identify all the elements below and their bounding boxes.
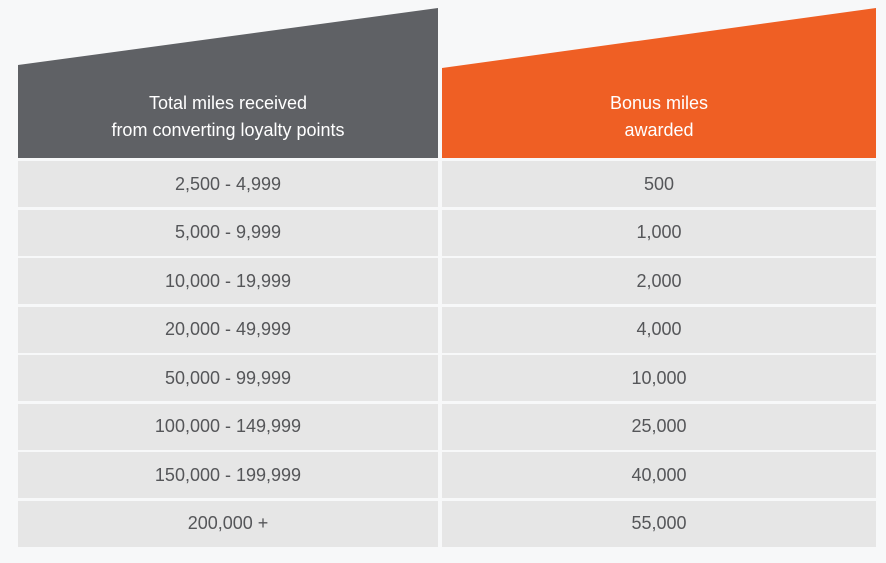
miles-range-cell: 20,000 - 49,999: [18, 306, 438, 353]
table-row: 5,000 - 9,999 1,000: [18, 209, 876, 256]
table-row: 2,500 - 4,999 500: [18, 161, 876, 207]
table-row: 200,000 + 55,000: [18, 500, 876, 547]
column-header-total-miles-line1: Total miles received: [148, 93, 308, 113]
miles-range-cell: 2,500 - 4,999: [18, 161, 438, 207]
bonus-table: 2,500 - 4,999 500 5,000 - 9,999 1,000 10…: [18, 161, 876, 549]
miles-range-cell: 150,000 - 199,999: [18, 452, 438, 498]
table-row: 20,000 - 49,999 4,000: [18, 306, 876, 353]
column-header-bonus-miles-line1: Bonus miles: [609, 93, 709, 113]
miles-range-cell: 5,000 - 9,999: [18, 209, 438, 256]
column-header-total-miles-line2: from converting loyalty points: [111, 120, 345, 140]
bonus-miles-cell: 55,000: [442, 500, 876, 547]
bonus-miles-cell: 2,000: [442, 258, 876, 304]
bonus-miles-cell: 40,000: [442, 452, 876, 498]
miles-range-cell: 10,000 - 19,999: [18, 258, 438, 304]
column-header-bonus-miles: Bonus miles awarded: [442, 90, 876, 144]
column-header-bonus-miles-line2: awarded: [624, 120, 694, 140]
bonus-miles-cell: 1,000: [442, 209, 876, 256]
table-row: 50,000 - 99,999 10,000: [18, 355, 876, 401]
bonus-miles-cell: 500: [442, 161, 876, 207]
table-row: 10,000 - 19,999 2,000: [18, 258, 876, 304]
column-header-total-miles: Total miles received from converting loy…: [18, 90, 438, 144]
bonus-miles-cell: 25,000: [442, 403, 876, 450]
miles-range-cell: 100,000 - 149,999: [18, 403, 438, 450]
bonus-miles-cell: 10,000: [442, 355, 876, 401]
miles-range-cell: 200,000 +: [18, 500, 438, 547]
table-row: 150,000 - 199,999 40,000: [18, 452, 876, 498]
table-row: 100,000 - 149,999 25,000: [18, 403, 876, 450]
bonus-miles-cell: 4,000: [442, 306, 876, 353]
miles-range-cell: 50,000 - 99,999: [18, 355, 438, 401]
